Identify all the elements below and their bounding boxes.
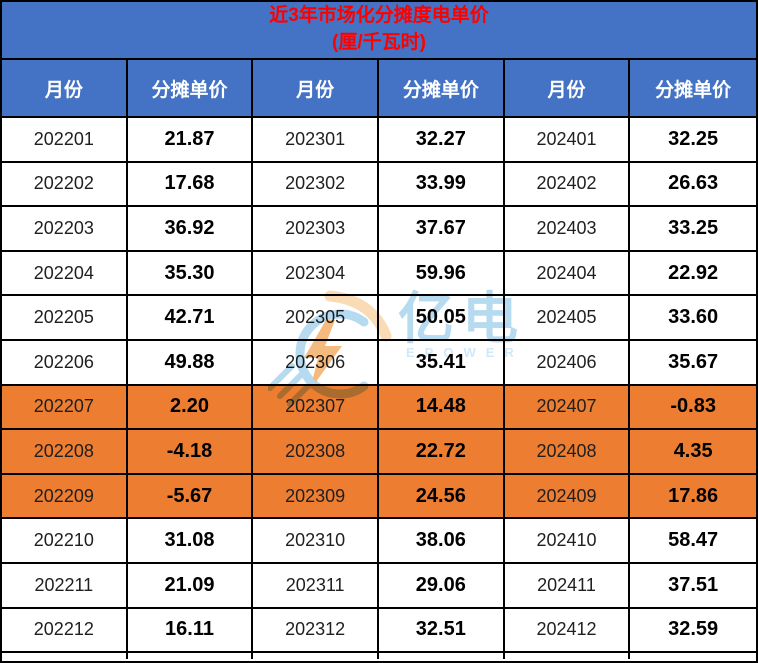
month-cell: 202403 — [504, 207, 631, 252]
price-cell: 50.05 — [378, 296, 505, 341]
month-cell: 202207 — [2, 385, 128, 431]
month-cell: 202302 — [253, 162, 379, 208]
price-cell: 32.59 — [630, 609, 756, 654]
empty-cell — [630, 653, 756, 659]
month-cell: 202202 — [2, 162, 128, 208]
empty-cell — [253, 653, 379, 660]
price-cell: 32.51 — [378, 608, 505, 654]
month-cell: 202310 — [253, 519, 379, 564]
price-cell: 22.92 — [630, 252, 756, 297]
month-cell: 202212 — [2, 608, 128, 654]
price-cell: 35.67 — [630, 341, 756, 386]
month-cell: 202307 — [253, 385, 379, 431]
price-cell: 4.35 — [630, 430, 756, 475]
table-title: 近3年市场化分摊度电单价 (厘/千瓦时) — [2, 2, 756, 60]
month-cell: 202406 — [504, 340, 631, 386]
price-cell: 35.41 — [378, 340, 505, 386]
month-cell: 202412 — [504, 608, 631, 654]
column-header-price: 分摊单价 — [630, 60, 756, 118]
price-cell: 49.88 — [127, 340, 254, 386]
column-header-price: 分摊单价 — [378, 60, 505, 118]
month-cell: 202303 — [253, 207, 379, 252]
price-cell: 24.56 — [378, 474, 505, 520]
table-title-line1: 近3年市场化分摊度电单价 — [269, 5, 489, 27]
price-cell: 29.06 — [378, 563, 505, 609]
month-cell: 202204 — [2, 251, 128, 297]
column-header-month: 月份 — [253, 60, 379, 118]
price-cell: 32.27 — [378, 118, 505, 163]
table-grid: 月份 分摊单价 月份 分摊单价 月份 分摊单价 202201 21.87 20230… — [2, 60, 756, 660]
price-cell: 17.86 — [630, 474, 756, 520]
month-cell: 202205 — [2, 296, 128, 341]
price-cell: 33.25 — [630, 207, 756, 252]
month-cell: 202206 — [2, 340, 128, 386]
price-cell: 26.63 — [630, 163, 756, 208]
column-header-month: 月份 — [2, 60, 128, 118]
month-cell: 202210 — [2, 519, 128, 564]
price-cell: 37.51 — [630, 564, 756, 609]
month-cell: 202401 — [504, 118, 631, 163]
month-cell: 202408 — [504, 430, 631, 475]
month-cell: 202211 — [2, 563, 128, 609]
price-cell: 14.48 — [378, 385, 505, 431]
month-cell: 202404 — [504, 251, 631, 297]
month-cell: 202305 — [253, 296, 379, 341]
month-cell: 202301 — [253, 118, 379, 163]
month-cell: 202402 — [504, 162, 631, 208]
column-header-price: 分摊单价 — [127, 60, 254, 118]
price-cell: 36.92 — [127, 207, 254, 252]
month-cell: 202201 — [2, 118, 128, 163]
price-cell: 21.09 — [127, 563, 254, 609]
price-cell: 2.20 — [127, 385, 254, 431]
price-cell: -4.18 — [127, 430, 254, 475]
empty-cell — [2, 653, 128, 660]
month-cell: 202405 — [504, 296, 631, 341]
price-cell: 37.67 — [378, 207, 505, 252]
month-cell: 202407 — [504, 385, 631, 431]
empty-cell — [128, 653, 254, 660]
table-title-unit: (厘/千瓦时) — [332, 32, 426, 53]
month-cell: 202208 — [2, 430, 128, 475]
price-cell: 33.60 — [630, 296, 756, 341]
price-cell: 35.30 — [127, 251, 254, 297]
price-cell: 38.06 — [378, 519, 505, 564]
price-cell: 59.96 — [378, 251, 505, 297]
month-cell: 202306 — [253, 340, 379, 386]
month-cell: 202304 — [253, 251, 379, 297]
month-cell: 202308 — [253, 430, 379, 475]
price-cell: 22.72 — [378, 430, 505, 475]
empty-cell — [379, 653, 505, 660]
month-cell: 202409 — [504, 474, 631, 520]
price-cell: 42.71 — [127, 296, 254, 341]
price-cell: -0.83 — [630, 385, 756, 431]
price-cell: 33.99 — [378, 162, 505, 208]
price-cell: 16.11 — [127, 608, 254, 654]
month-cell: 202309 — [253, 474, 379, 520]
empty-cell — [505, 653, 631, 660]
price-cell: -5.67 — [127, 474, 254, 520]
month-cell: 202203 — [2, 207, 128, 252]
month-cell: 202411 — [504, 563, 631, 609]
column-header-month: 月份 — [504, 60, 631, 118]
month-cell: 202209 — [2, 474, 128, 520]
price-cell: 17.68 — [127, 162, 254, 208]
price-cell: 58.47 — [630, 519, 756, 564]
price-cell: 32.25 — [630, 118, 756, 163]
month-cell: 202311 — [253, 563, 379, 609]
month-cell: 202410 — [504, 519, 631, 564]
price-cell: 31.08 — [127, 519, 254, 564]
month-cell: 202312 — [253, 608, 379, 654]
price-cell: 21.87 — [127, 118, 254, 163]
